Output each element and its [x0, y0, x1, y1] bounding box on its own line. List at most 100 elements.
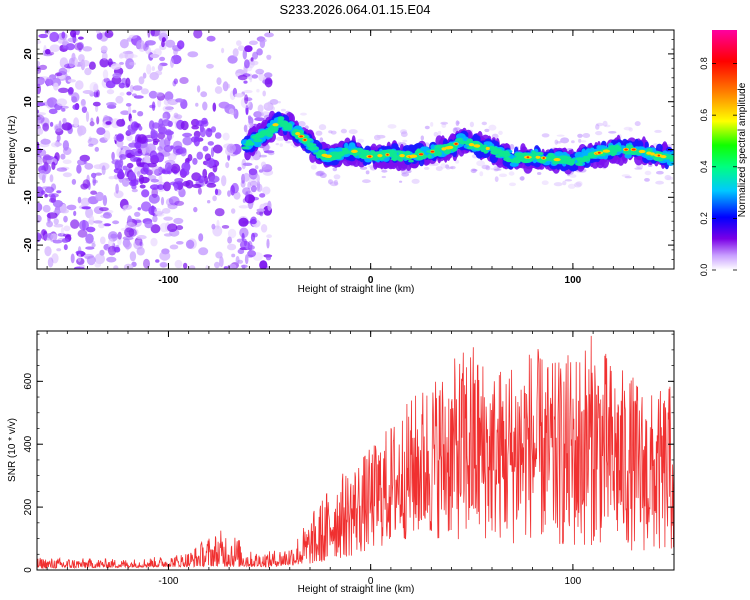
spectrogram-cell: [54, 142, 62, 147]
spectrogram-cell: [435, 166, 443, 172]
spectrogram-cell: [393, 150, 404, 153]
spectrogram-cell: [77, 229, 88, 238]
spectrogram-cell: [187, 51, 199, 58]
spectrogram-cell: [163, 99, 170, 106]
spectrogram-cell: [275, 136, 285, 141]
spectrogram-cell: [595, 124, 600, 130]
spectrogram-cell: [644, 141, 649, 149]
spectrogram-cell: [110, 63, 122, 70]
spectrogram-cell: [242, 162, 253, 166]
spectrogram-cell: [141, 189, 150, 198]
spectrogram-cell: [111, 151, 115, 161]
spectrogram-cell: [266, 56, 271, 61]
spectrogram-cell: [329, 181, 339, 187]
spectrogram-cell: [81, 106, 87, 113]
spectrogram-cell: [266, 234, 272, 239]
spectrogram-cell: [523, 157, 534, 163]
spectrogram-cell: [575, 162, 583, 166]
spectrogram-cell: [75, 250, 85, 255]
spectrogram-cell: [143, 258, 150, 269]
spectrogram-cell: [226, 143, 236, 153]
spectrogram-cell: [130, 179, 139, 186]
spectrogram-cell: [381, 175, 386, 179]
spectrogram-cell: [46, 212, 58, 219]
spectrogram-cell: [423, 166, 430, 170]
spectrogram-cell: [227, 190, 231, 197]
spectrogram-cell: [536, 151, 544, 156]
spectrogram-cell: [244, 45, 253, 53]
spectrogram-cell: [316, 170, 325, 176]
spectrogram-cell: [112, 72, 122, 79]
spectrogram-cell: [56, 98, 68, 106]
spectrogram-cell: [542, 157, 545, 159]
spectrogram-cell: [115, 183, 119, 194]
spectrogram-cell: [103, 130, 111, 141]
spectrogram-cell: [416, 148, 421, 154]
spectrogram-cell: [411, 178, 420, 184]
spectrogram-cell: [151, 165, 162, 175]
spectrogram-cell: [285, 140, 291, 144]
spectrogram-cell: [116, 133, 125, 142]
spectrogram-cell: [150, 237, 158, 247]
spectrogram-cell: [85, 233, 94, 244]
spectrogram-cell: [74, 42, 84, 51]
spectrogram-cell: [402, 139, 408, 143]
spectrogram-cell: [37, 66, 42, 74]
colorbar-label: Normalized spectral amplitude: [737, 82, 748, 217]
snr-y-tick-label: 200: [23, 498, 34, 515]
spectrogram-cell: [321, 153, 328, 157]
spectrogram-cell: [76, 42, 84, 51]
spectrogram-cell: [644, 178, 650, 182]
spectrogram-cell: [200, 127, 206, 138]
spectrogram-cell: [216, 77, 222, 85]
spectrogram-cell: [63, 215, 68, 223]
spectrogram-cell: [624, 148, 628, 151]
spectrogram-cell: [262, 90, 267, 97]
spectrogram-cell: [159, 138, 166, 150]
spectrogram-cell: [137, 148, 142, 154]
spectrogram-cell: [377, 154, 383, 158]
spectrogram-cell: [161, 208, 171, 214]
spectrogram-cell: [372, 156, 382, 160]
spectrogram-cell: [227, 243, 237, 251]
spectrogram-cell: [236, 238, 243, 243]
spectrogram-cell: [214, 86, 223, 94]
spectrogram-cell: [646, 151, 652, 155]
spectrogram-cell: [128, 105, 132, 116]
spectrogram-cell: [221, 225, 230, 229]
spectrogram-cell: [96, 116, 100, 125]
spectrogram-cell: [420, 135, 424, 141]
spectrogram-cell: [667, 154, 673, 158]
spectrogram-cell: [256, 208, 266, 212]
spectrogram-cell: [96, 32, 103, 40]
spectrogram-cell: [227, 236, 233, 244]
spectrogram-cell: [140, 167, 149, 175]
spectrogram-cell: [537, 172, 542, 175]
spectrogram-cell: [209, 175, 220, 183]
spectrogram-cell: [556, 134, 565, 137]
spectrogram-cell: [519, 176, 525, 181]
spectrogram-cell: [40, 190, 46, 195]
spectrogram-cell: [122, 236, 134, 241]
spectrogram-cell: [628, 127, 633, 132]
spectrogram-cell: [151, 187, 158, 199]
spectrogram-cell: [238, 217, 249, 227]
spectrogram-cell: [198, 233, 204, 242]
spectrogram-cell: [77, 253, 82, 262]
spectrogram-cell: [77, 159, 87, 166]
spectrogram-cell: [476, 160, 485, 167]
spectrogram-cell: [578, 138, 582, 143]
spectrogram-cell: [104, 30, 114, 39]
spectrogram-cell: [242, 48, 247, 60]
snr-y-tick-label: 0: [23, 567, 34, 573]
spectrogram-cell: [571, 140, 575, 144]
spectrogram-cell: [255, 132, 263, 138]
spectrogram-cell: [47, 193, 59, 198]
spectrogram-cell: [88, 143, 94, 147]
spectrogram-cell: [351, 149, 358, 153]
spectrogram-cell: [253, 138, 263, 143]
spectrogram-cell: [196, 85, 201, 93]
spectrogram-cell: [113, 246, 121, 253]
spectrogram-cell: [370, 150, 376, 155]
